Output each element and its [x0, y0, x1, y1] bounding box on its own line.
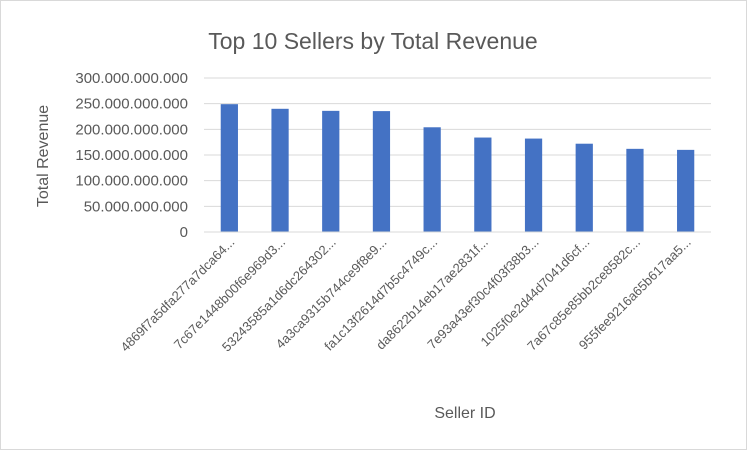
bar	[220, 104, 238, 232]
bars	[220, 104, 695, 232]
y-tick-label: 250.000.000.000	[75, 96, 188, 113]
y-axis-title: Total Revenue	[35, 105, 52, 207]
y-axis-tick-labels: 0 50.000.000.000 100.000.000.000 150.000.00…	[75, 70, 188, 241]
bar	[677, 149, 695, 232]
bar	[575, 143, 593, 232]
bar	[524, 138, 543, 232]
y-tick-label: 300.000.000.000	[75, 70, 188, 87]
bar	[474, 137, 492, 232]
bar	[626, 148, 644, 232]
chart-title: Top 10 Sellers by Total Revenue	[208, 28, 537, 54]
y-tick-label: 50.000.000.000	[84, 198, 188, 215]
x-axis-category-labels: 4869f7a5dfa277a7dca64...7c67e1448b00f6e9…	[117, 235, 693, 355]
bar	[372, 111, 391, 232]
bar	[271, 108, 289, 232]
y-tick-label: 200.000.000.000	[75, 121, 188, 138]
y-tick-label: 150.000.000.000	[75, 147, 188, 164]
y-tick-label: 100.000.000.000	[75, 173, 188, 190]
x-axis-title: Seller ID	[434, 405, 495, 422]
bar	[322, 110, 340, 232]
y-tick-label: 0	[180, 224, 188, 241]
bar	[423, 127, 441, 232]
